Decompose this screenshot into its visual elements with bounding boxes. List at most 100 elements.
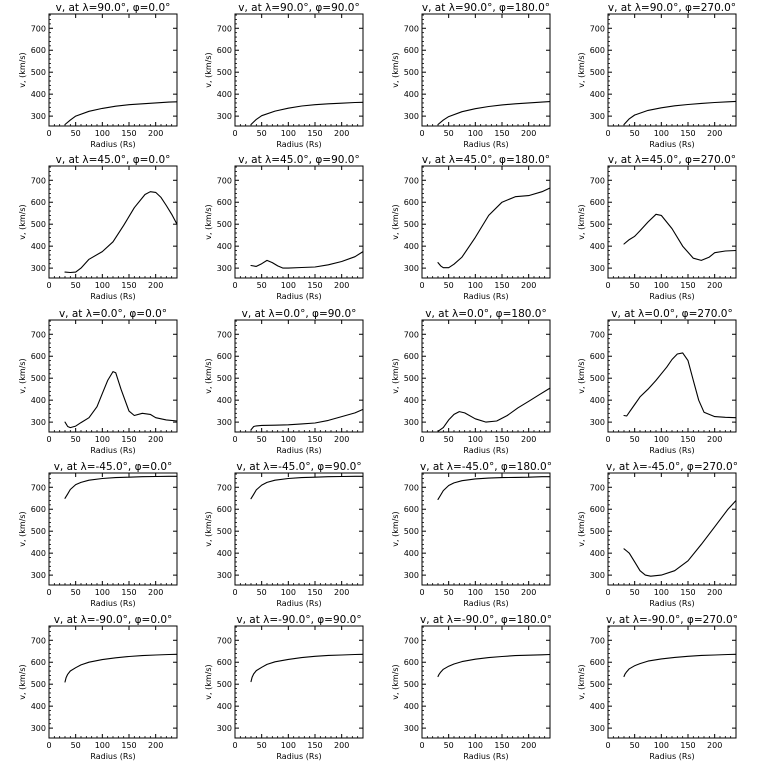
x-axis-label: Radius (Rs)	[276, 446, 321, 455]
subplot-0-3: v, at λ=90.0°, φ=270.0° 0 50 100 150 200 300 40…	[577, 2, 737, 149]
x-tick-label: 50	[71, 129, 81, 138]
chart-title: v, at λ=-45.0°, φ=0.0°	[54, 461, 173, 473]
x-axis-label: Radius (Rs)	[276, 752, 321, 761]
plot-frame	[48, 165, 178, 279]
y-tick-label: 300	[590, 264, 605, 273]
subplot-3-1: v, at λ=-45.0°, φ=90.0° 0 50 100 150 200 300 40…	[204, 461, 364, 608]
y-tick-label: 400	[590, 396, 605, 405]
series-line	[437, 476, 551, 500]
y-tick-label: 500	[590, 68, 605, 77]
x-tick-label: 50	[630, 435, 640, 444]
y-axis-label: v, (km/s)	[391, 511, 400, 546]
y-tick-label: 500	[404, 374, 419, 383]
x-tick-label: 150	[121, 129, 136, 138]
y-tick-label: 500	[31, 680, 46, 689]
x-axis-label: Radius (Rs)	[463, 752, 508, 761]
x-tick-label: 150	[121, 741, 136, 750]
series-line	[250, 101, 364, 126]
series-line	[250, 251, 364, 269]
plot-frame	[234, 13, 364, 127]
x-tick-label: 200	[148, 435, 163, 444]
series-line	[623, 653, 737, 678]
y-tick-label: 300	[404, 571, 419, 580]
x-tick-label: 100	[654, 129, 669, 138]
x-axis-label: Radius (Rs)	[649, 752, 694, 761]
subplot-1-3: v, at λ=45.0°, φ=270.0° 0 50 100 150 200 300 40…	[577, 154, 737, 301]
y-tick-label: 700	[404, 330, 419, 339]
y-tick-label: 300	[590, 724, 605, 733]
y-axis-label: v, (km/s)	[577, 511, 586, 546]
x-axis-label: Radius (Rs)	[276, 140, 321, 149]
subplot-2-1: v, at λ=0.0°, φ=90.0° 0 50 100 150 200 300 400 5…	[204, 308, 364, 455]
plot-frame	[48, 625, 178, 739]
x-tick-label: 0	[419, 741, 424, 750]
y-tick-label: 600	[31, 198, 46, 207]
chart-title: v, at λ=-90.0°, φ=90.0°	[236, 614, 361, 626]
x-tick-label: 50	[444, 435, 454, 444]
chart-title: v, at λ=0.0°, φ=90.0°	[242, 308, 357, 320]
x-tick-label: 100	[654, 588, 669, 597]
subplot-4-0: v, at λ=-90.0°, φ=0.0° 0 50 100 150 200 300 400…	[18, 614, 178, 761]
x-tick-label: 150	[494, 129, 509, 138]
y-tick-label: 600	[590, 352, 605, 361]
x-axis-label: Radius (Rs)	[463, 292, 508, 301]
x-tick-label: 100	[281, 741, 296, 750]
y-tick-label: 600	[217, 46, 232, 55]
subplot-3-0: v, at λ=-45.0°, φ=0.0° 0 50 100 150 200 300 400…	[18, 461, 178, 608]
x-tick-label: 150	[680, 281, 695, 290]
subplot-3-2: v, at λ=-45.0°, φ=180.0° 0 50 100 150 200 300 4…	[391, 461, 552, 608]
y-tick-label: 600	[217, 658, 232, 667]
y-tick-label: 700	[217, 483, 232, 492]
x-tick-label: 200	[521, 129, 536, 138]
series-line	[623, 213, 737, 261]
x-tick-label: 150	[121, 281, 136, 290]
y-tick-label: 600	[404, 505, 419, 514]
plot-frame	[607, 165, 737, 279]
y-tick-label: 500	[590, 220, 605, 229]
x-tick-label: 0	[46, 741, 51, 750]
y-tick-label: 600	[404, 46, 419, 55]
y-tick-label: 500	[217, 68, 232, 77]
y-tick-label: 300	[590, 112, 605, 121]
y-tick-label: 700	[31, 483, 46, 492]
series-line	[437, 101, 551, 126]
chart-title: v, at λ=90.0°, φ=0.0°	[56, 2, 171, 14]
y-tick-label: 700	[31, 330, 46, 339]
y-axis-label: v, (km/s)	[18, 511, 27, 546]
x-tick-label: 50	[257, 281, 267, 290]
y-tick-label: 700	[217, 24, 232, 33]
chart-title: v, at λ=-90.0°, φ=270.0°	[606, 614, 738, 626]
series-line	[623, 100, 737, 126]
y-tick-label: 600	[404, 658, 419, 667]
y-tick-label: 300	[217, 571, 232, 580]
y-tick-label: 400	[404, 549, 419, 558]
y-tick-label: 300	[590, 418, 605, 427]
y-tick-label: 700	[31, 636, 46, 645]
y-tick-label: 600	[404, 352, 419, 361]
x-tick-label: 100	[95, 281, 110, 290]
x-tick-label: 100	[468, 588, 483, 597]
series-line	[64, 371, 178, 429]
plot-frame	[421, 319, 551, 433]
series-line	[64, 101, 178, 126]
x-tick-label: 150	[680, 741, 695, 750]
x-tick-label: 100	[95, 588, 110, 597]
chart-title: v, at λ=0.0°, φ=270.0°	[611, 308, 732, 320]
y-axis-label: v, (km/s)	[391, 358, 400, 393]
x-tick-label: 100	[468, 435, 483, 444]
x-tick-label: 0	[605, 129, 610, 138]
y-tick-label: 300	[31, 264, 46, 273]
subplot-4-2: v, at λ=-90.0°, φ=180.0° 0 50 100 150 200 300 4…	[391, 614, 552, 761]
subplot-0-0: v, at λ=90.0°, φ=0.0° 0 50 100 150 200 300 400 5…	[18, 2, 178, 149]
y-tick-label: 500	[404, 680, 419, 689]
y-tick-label: 400	[217, 549, 232, 558]
y-axis-label: v, (km/s)	[18, 358, 27, 393]
x-tick-label: 150	[307, 741, 322, 750]
plot-frame	[234, 472, 364, 586]
y-tick-label: 400	[590, 549, 605, 558]
x-axis-label: Radius (Rs)	[90, 752, 135, 761]
x-tick-label: 200	[521, 588, 536, 597]
y-tick-label: 700	[31, 24, 46, 33]
x-axis-label: Radius (Rs)	[463, 446, 508, 455]
